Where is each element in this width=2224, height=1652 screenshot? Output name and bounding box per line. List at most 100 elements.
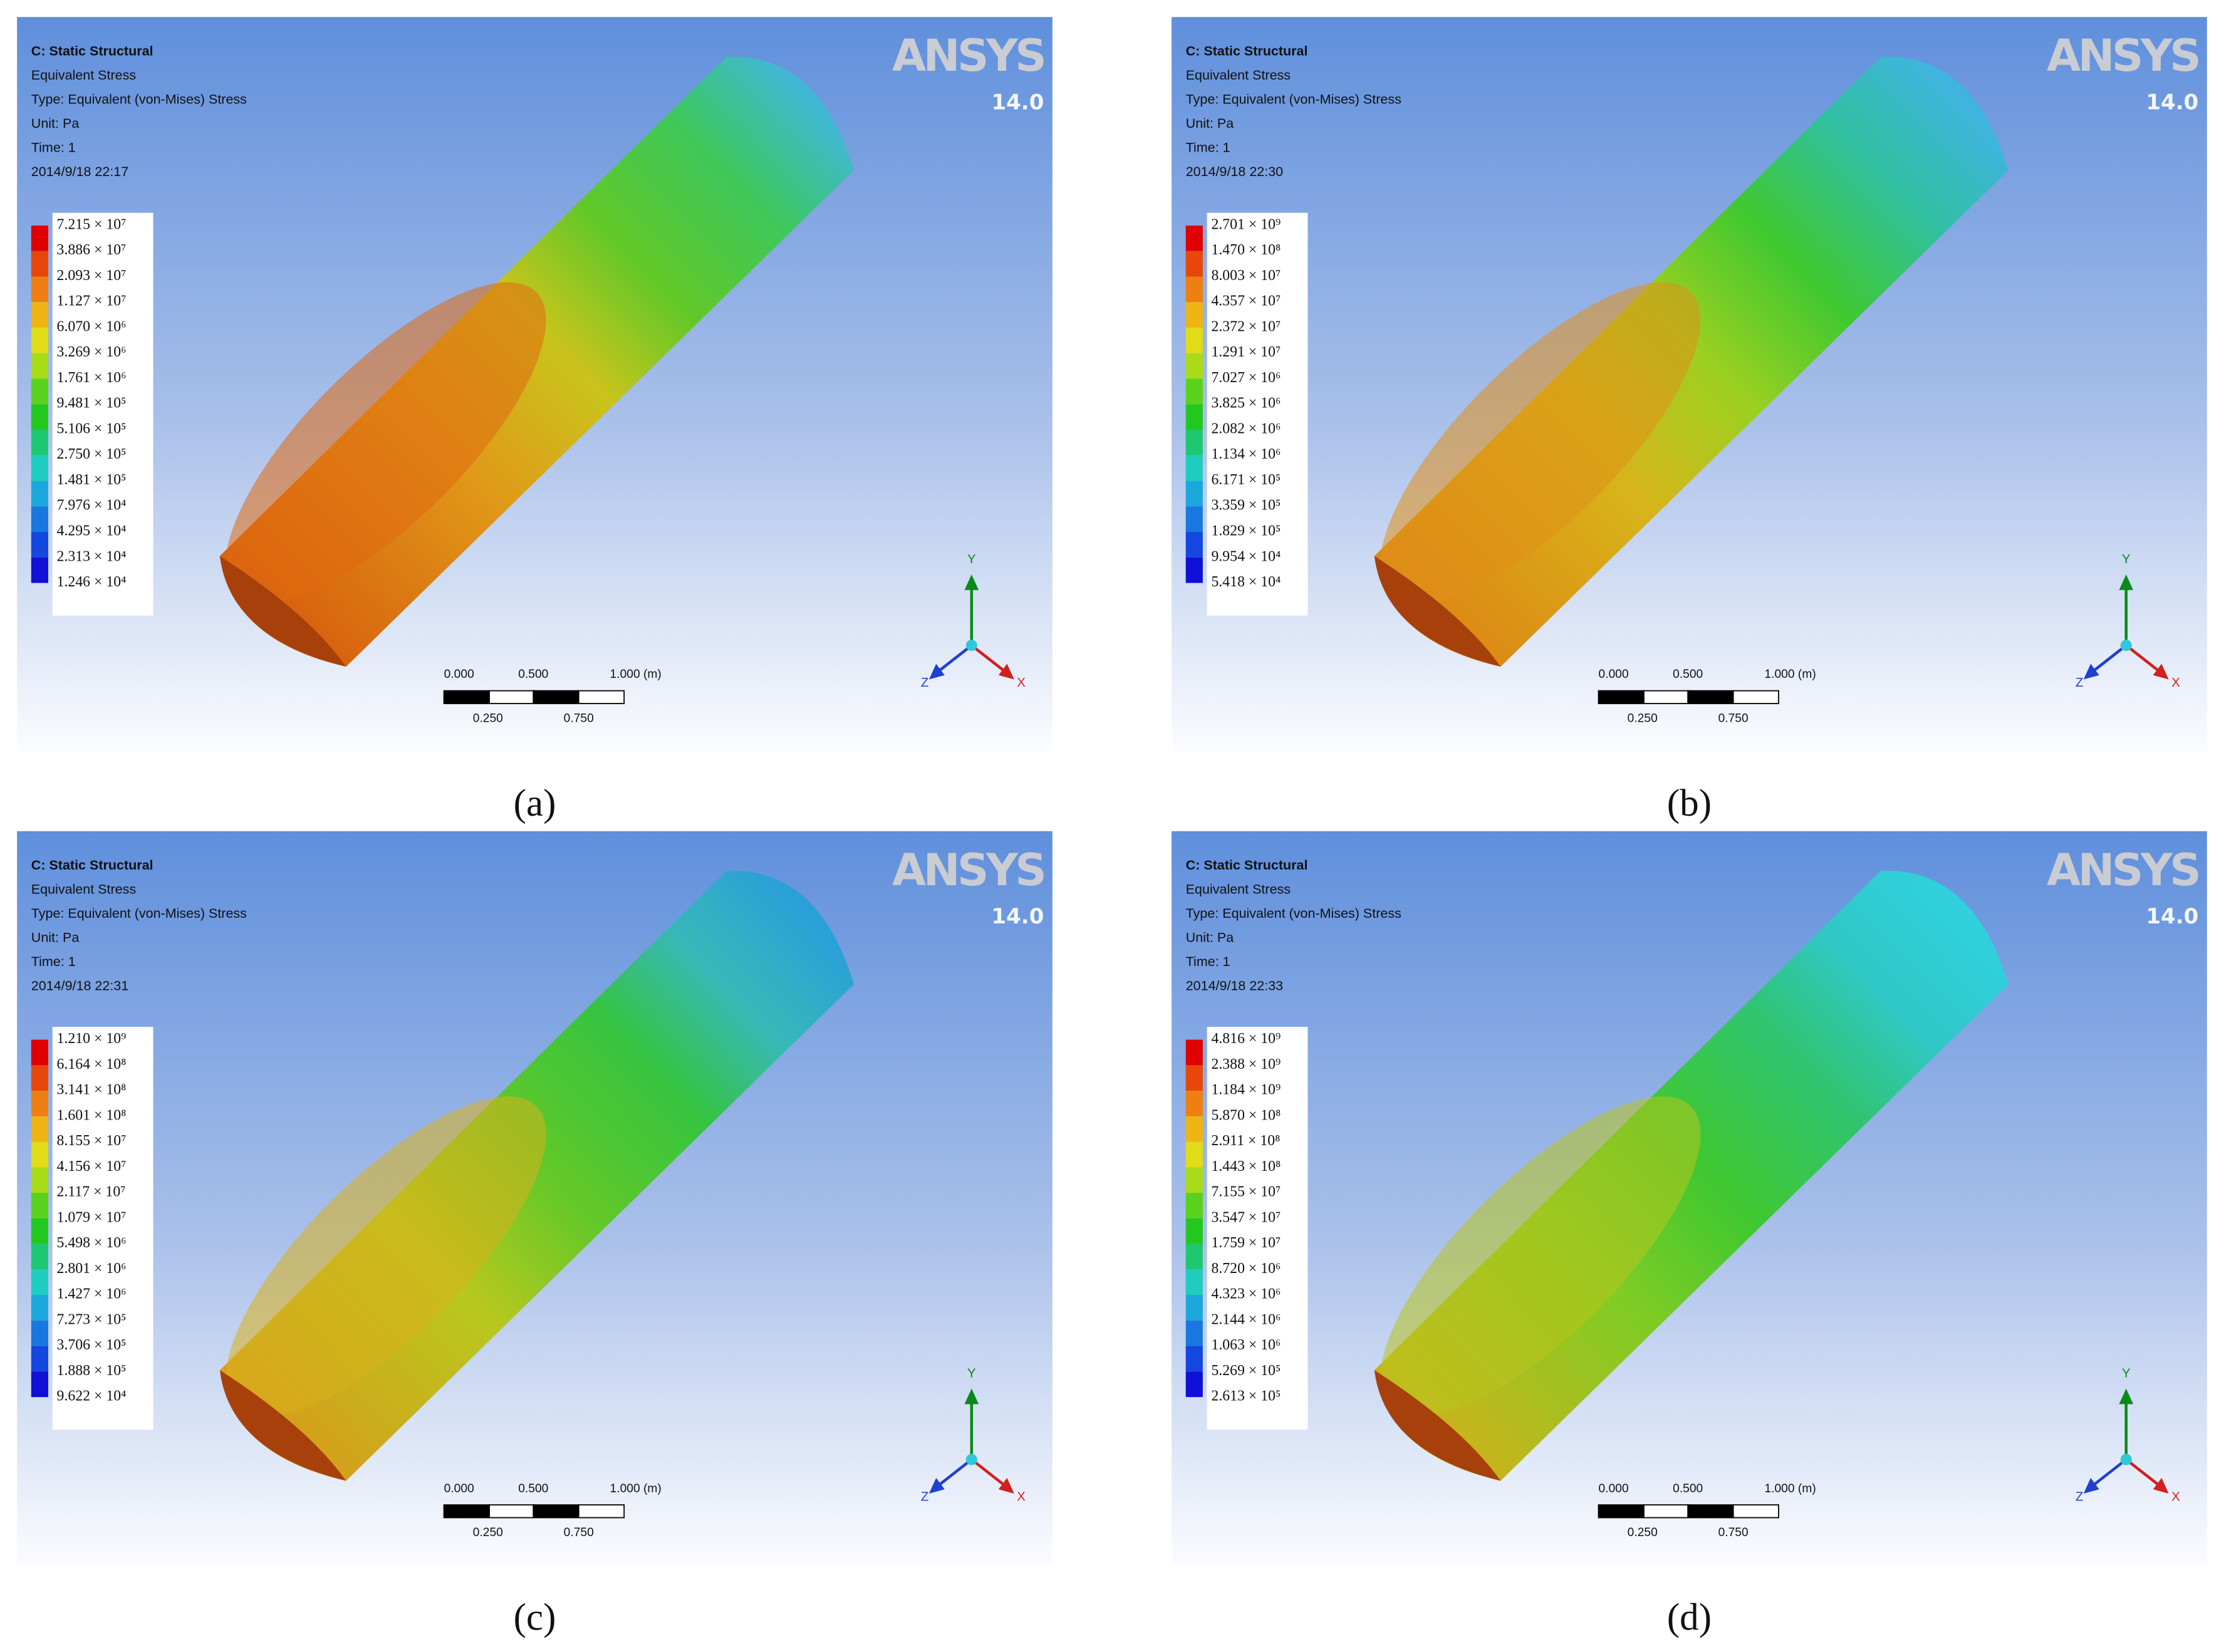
scale-segment [1687,690,1734,704]
legend-label: 3.706 × 10⁵ [57,1337,127,1353]
tube-end [1374,556,1501,667]
legend-color [31,1091,48,1116]
scale-label: 1.000 (m) [610,1482,662,1495]
scale-label: 0.000 [1599,668,1629,681]
legend-box [1207,1027,1308,1430]
legend-color [31,1141,48,1168]
scale-label: 1.000 (m) [610,668,662,681]
legend-label: 8.155 × 10⁷ [57,1133,127,1149]
ansys-version: 14.0 [2146,904,2198,929]
legend-label: 5.498 × 10⁶ [57,1235,127,1251]
legend-color [31,1371,48,1398]
ansys-version: 14.0 [992,90,1044,115]
legend-color [1185,1269,1203,1296]
legend-color [1185,378,1203,405]
scale-label: 0.500 [1673,668,1703,681]
scale-label: 0.250 [473,1526,503,1539]
header-line: Equivalent Stress [1186,881,1291,896]
legend-color [1185,404,1203,430]
axis-z [2092,1458,2128,1487]
header-line: Equivalent Stress [31,881,136,896]
legend-label: 1.184 × 10⁹ [1211,1082,1281,1098]
caption: (b) [1667,782,1712,824]
scale-segment [578,690,625,704]
scale-label: 0.000 [444,668,474,681]
legend-label: 6.164 × 10⁸ [57,1056,127,1073]
legend-label: 1.888 × 10⁵ [57,1363,127,1379]
legend-color [1185,1320,1203,1346]
legend-color [31,1295,48,1321]
legend-color [1185,1116,1203,1142]
legend-label: 1.470 × 10⁸ [1211,242,1281,258]
legend-color [1185,1167,1203,1193]
legend-color [1185,430,1203,455]
axis-label: Z [921,676,928,690]
ansys-logo: ANSYS [2047,844,2198,896]
legend-label: 1.063 × 10⁶ [1211,1337,1281,1353]
axis-label: Y [967,553,976,566]
header-line: 2014/9/18 22:30 [1186,164,1283,179]
legend-color [31,1320,48,1346]
legend-label: 7.027 × 10⁶ [1211,370,1281,386]
legend-color [1185,1091,1203,1116]
legend-label: 1.601 × 10⁸ [57,1107,127,1123]
ansys-version: 14.0 [992,904,1044,929]
scale-segment [1732,690,1779,704]
scale-label: 0.500 [1673,1482,1703,1495]
axis-x-head [2153,663,2169,680]
header-line: Equivalent Stress [31,68,136,83]
legend-label: 5.870 × 10⁸ [1211,1107,1281,1123]
scale-label: 0.750 [1718,1526,1749,1539]
header-line: C: Static Structural [1186,43,1308,58]
legend-color [31,1346,48,1372]
legend-label: 1.127 × 10⁷ [57,293,127,309]
header-line: Equivalent Stress [1186,68,1291,83]
header-line: C: Static Structural [1186,858,1308,873]
axis-label: X [2171,676,2180,690]
axis-z-head [928,663,945,680]
axis-x [970,644,1005,672]
scale-label: 0.500 [518,668,548,681]
legend-label: 1.761 × 10⁶ [57,370,127,386]
legend-label: 4.156 × 10⁷ [57,1158,127,1175]
legend-label: 7.155 × 10⁷ [1211,1184,1281,1200]
axis-y-head [2119,1388,2134,1405]
header-line: 2014/9/18 22:31 [31,978,128,993]
legend-label: 2.701 × 10⁹ [1211,216,1281,232]
axis-z-head [928,1478,945,1494]
scale-segment [533,690,579,704]
header-line: 2014/9/18 22:17 [31,164,128,179]
axis-y-head [964,1388,979,1405]
stress-zone [1380,282,1701,603]
legend-label: 6.171 × 10⁵ [1211,472,1281,488]
legend-color [31,404,48,430]
axis-y-head [964,574,979,590]
panel: C: Static Structural Equivalent Stress Typ… [17,17,1052,752]
axis-y-head [2119,574,2134,590]
scale-label: 0.750 [1718,712,1749,725]
legend-label: 4.816 × 10⁹ [1211,1031,1281,1047]
legend-color [31,532,48,558]
legend-label: 2.388 × 10⁹ [1211,1056,1281,1073]
legend-color [1185,1346,1203,1372]
legend-label: 1.759 × 10⁷ [1211,1235,1281,1251]
triad-center [965,640,977,652]
legend-label: 3.269 × 10⁶ [57,344,127,360]
legend-label: 1.481 × 10⁵ [57,472,127,488]
scale-label: 0.750 [564,1526,594,1539]
legend-color [1185,1141,1203,1168]
legend-color [1185,251,1203,277]
axis-label: X [2171,1490,2180,1504]
scale-segment [1643,690,1690,704]
legend-label: 2.801 × 10⁶ [57,1260,127,1277]
header-line: C: Static Structural [31,43,153,58]
legend-color [31,1218,48,1244]
scale-segment [1598,1504,1645,1519]
axis-x-head [998,663,1014,680]
header-line: 2014/9/18 22:33 [1186,978,1283,993]
legend-color [1185,276,1203,303]
legend-label: 3.886 × 10⁷ [57,242,127,258]
scale-label: 1.000 (m) [1764,1482,1816,1495]
legend-label: 1.134 × 10⁶ [1211,446,1281,462]
stress-zone [226,282,546,603]
